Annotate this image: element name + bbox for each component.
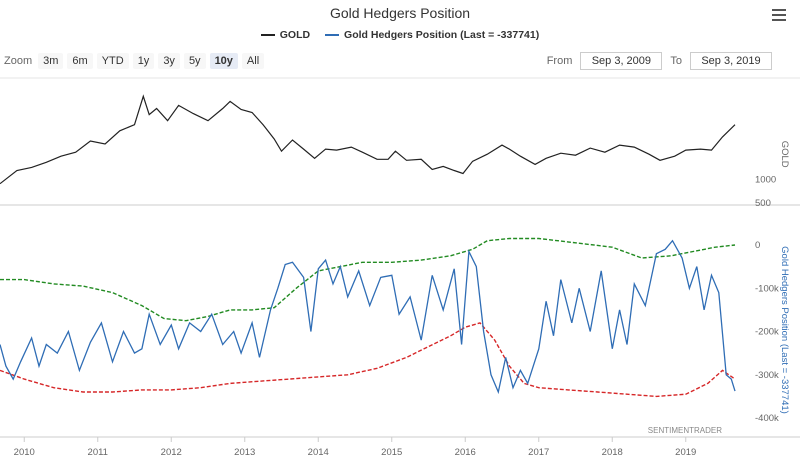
credit-label: SENTIMENTRADER	[648, 426, 722, 435]
upper-band-line	[0, 237, 736, 322]
x-tick-label-2017: 2017	[528, 447, 549, 458]
zoom-button-ytd[interactable]: YTD	[96, 53, 129, 69]
gold-series-line	[0, 94, 736, 185]
lower-band-line	[0, 322, 736, 398]
x-tick-label-2016: 2016	[455, 447, 476, 458]
legend-item-gold[interactable]: GOLD	[260, 29, 311, 41]
legend: GOLD Gold Hedgers Position (Last = -3377…	[0, 27, 800, 41]
zoom-button-3m[interactable]: 3m	[38, 53, 64, 69]
zoom-button-1y[interactable]: 1y	[132, 53, 155, 69]
hedgers-y-tick-5: -400k	[755, 413, 779, 424]
x-tick-label-2013: 2013	[234, 447, 255, 458]
zoom-button-10y[interactable]: 10y	[209, 53, 238, 69]
from-label: From	[546, 55, 573, 67]
x-tick-label-2014: 2014	[308, 447, 329, 458]
date-range: From Sep 3, 2009 To Sep 3, 2019	[547, 52, 780, 70]
legend-item-hedgers[interactable]: Gold Hedgers Position (Last = -337741)	[325, 29, 539, 41]
legend-swatch-hedgers	[325, 34, 340, 36]
hedgers-y-tick-0: 500	[755, 198, 771, 209]
legend-label-gold: GOLD	[279, 29, 311, 41]
from-date-input[interactable]: Sep 3, 2009	[580, 52, 663, 70]
hedgers-y-tick-1: 0	[755, 240, 760, 251]
hedgers-y-tick-2: -100k	[755, 283, 779, 294]
x-tick-label-2019: 2019	[675, 447, 696, 458]
menu-icon[interactable]	[772, 9, 786, 21]
gold-y-tick-1000: 1000	[755, 175, 776, 186]
zoom-controls: Zoom 3m 6m YTD 1y 3y 5y 10y All	[4, 53, 268, 69]
x-tick-label-2018: 2018	[602, 447, 623, 458]
hedgers-axis-label: Gold Hedgers Position (Last = -337741)	[779, 246, 790, 414]
zoom-button-6m[interactable]: 6m	[67, 53, 93, 69]
chart-title: Gold Hedgers Position	[329, 5, 471, 21]
legend-label-hedgers: Gold Hedgers Position (Last = -337741)	[344, 29, 540, 41]
x-tick-label-2010: 2010	[14, 447, 35, 458]
to-date-input[interactable]: Sep 3, 2019	[690, 52, 772, 70]
zoom-button-all[interactable]: All	[241, 53, 265, 69]
zoom-button-5y[interactable]: 5y	[183, 53, 206, 69]
x-tick-label-2015: 2015	[381, 447, 402, 458]
to-label: To	[670, 55, 682, 67]
zoom-label: Zoom	[4, 55, 33, 67]
hedgers-series-line	[0, 239, 736, 395]
zoom-button-3y[interactable]: 3y	[158, 53, 180, 69]
x-tick-label-2011: 2011	[88, 447, 108, 458]
gold-axis-label: GOLD	[779, 141, 790, 168]
legend-swatch-gold	[260, 34, 275, 36]
hedgers-y-tick-3: -200k	[755, 327, 779, 338]
hedgers-y-tick-4: -300k	[755, 370, 779, 381]
x-tick-label-2012: 2012	[161, 447, 182, 458]
